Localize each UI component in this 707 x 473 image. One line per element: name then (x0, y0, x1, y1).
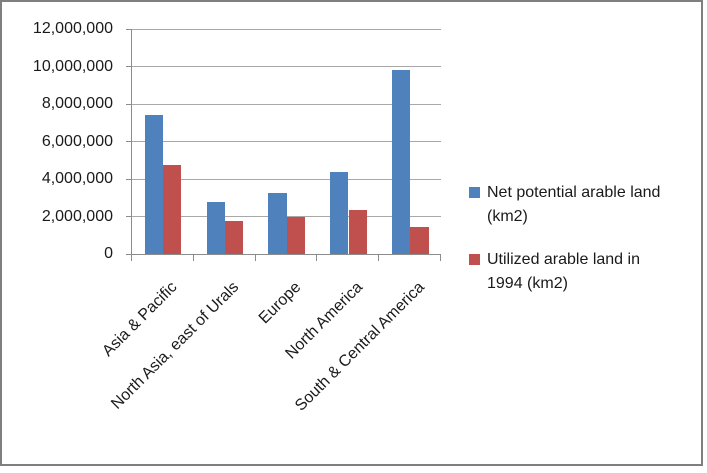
gridline (132, 66, 441, 67)
y-axis-tick-label: 10,000,000 (32, 57, 113, 75)
x-axis-tick (192, 255, 194, 261)
x-axis-tick (378, 255, 380, 261)
bar-net-potential (206, 202, 225, 254)
legend-color-swatch (469, 187, 480, 198)
legend-label: Net potential arable land (km2) (487, 184, 661, 225)
legend-item: Net potential arable land (km2) (469, 181, 697, 229)
y-axis-tick-label: 8,000,000 (41, 95, 113, 112)
y-axis-tick (126, 28, 132, 30)
legend: Net potential arable land (km2) Utilized … (469, 181, 697, 315)
bar-utilized (286, 216, 306, 254)
gridline (132, 178, 441, 180)
legend-color-swatch (469, 254, 480, 265)
y-axis-tick-label: 0 (104, 245, 113, 262)
bar-utilized (410, 226, 429, 254)
y-axis-tick (126, 141, 132, 142)
gridline (132, 28, 441, 30)
y-axis-tick-label: 12,000,000 (32, 20, 113, 37)
bar-utilized (348, 209, 367, 254)
x-axis-tick (316, 255, 318, 261)
legend-label: Utilized arable land in 1994 (km2) (487, 251, 640, 292)
y-axis-tick-label: 2,000,000 (41, 207, 113, 225)
y-axis-tick (126, 216, 132, 217)
bar-utilized (163, 164, 182, 254)
bar-net-potential (330, 172, 349, 254)
y-axis-tick (126, 66, 132, 67)
gridline (132, 103, 441, 105)
bar-net-potential (391, 70, 411, 254)
y-axis-tick-label: 6,000,000 (41, 132, 113, 150)
y-axis-tick (126, 178, 132, 180)
y-axis-tick-label: 4,000,000 (41, 170, 113, 187)
x-axis-tick (254, 255, 256, 261)
x-axis-tick (131, 255, 132, 261)
bar-net-potential (268, 193, 287, 254)
bar-net-potential (144, 115, 164, 254)
y-axis-tick (126, 103, 132, 105)
x-axis-line (132, 254, 441, 255)
gridline (132, 141, 441, 142)
x-axis-tick (440, 255, 441, 261)
y-axis-line (131, 29, 132, 254)
y-axis-tick (126, 253, 132, 255)
bar-utilized (224, 221, 244, 254)
legend-item: Utilized arable land in 1994 (km2) (469, 248, 697, 296)
